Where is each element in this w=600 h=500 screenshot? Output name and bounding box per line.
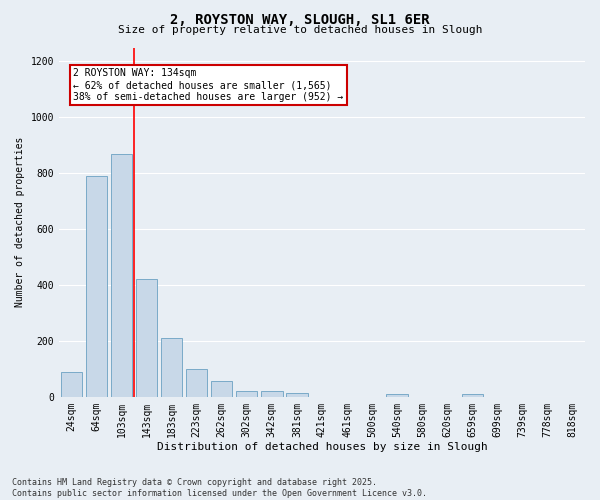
X-axis label: Distribution of detached houses by size in Slough: Distribution of detached houses by size … [157,442,487,452]
Bar [86,176,107,397]
Bar [236,391,257,397]
Bar [386,394,408,397]
Bar [461,394,483,397]
Text: Size of property relative to detached houses in Slough: Size of property relative to detached ho… [118,25,482,35]
Bar [161,338,182,397]
Text: 2 ROYSTON WAY: 134sqm
← 62% of detached houses are smaller (1,565)
38% of semi-d: 2 ROYSTON WAY: 134sqm ← 62% of detached … [73,68,344,102]
Text: Contains HM Land Registry data © Crown copyright and database right 2025.
Contai: Contains HM Land Registry data © Crown c… [12,478,427,498]
Bar [111,154,132,397]
Y-axis label: Number of detached properties: Number of detached properties [15,137,25,308]
Bar [261,391,283,397]
Bar [211,382,232,397]
Bar [61,372,82,397]
Bar [186,369,208,397]
Bar [286,392,308,397]
Text: 2, ROYSTON WAY, SLOUGH, SL1 6ER: 2, ROYSTON WAY, SLOUGH, SL1 6ER [170,12,430,26]
Bar [136,280,157,397]
